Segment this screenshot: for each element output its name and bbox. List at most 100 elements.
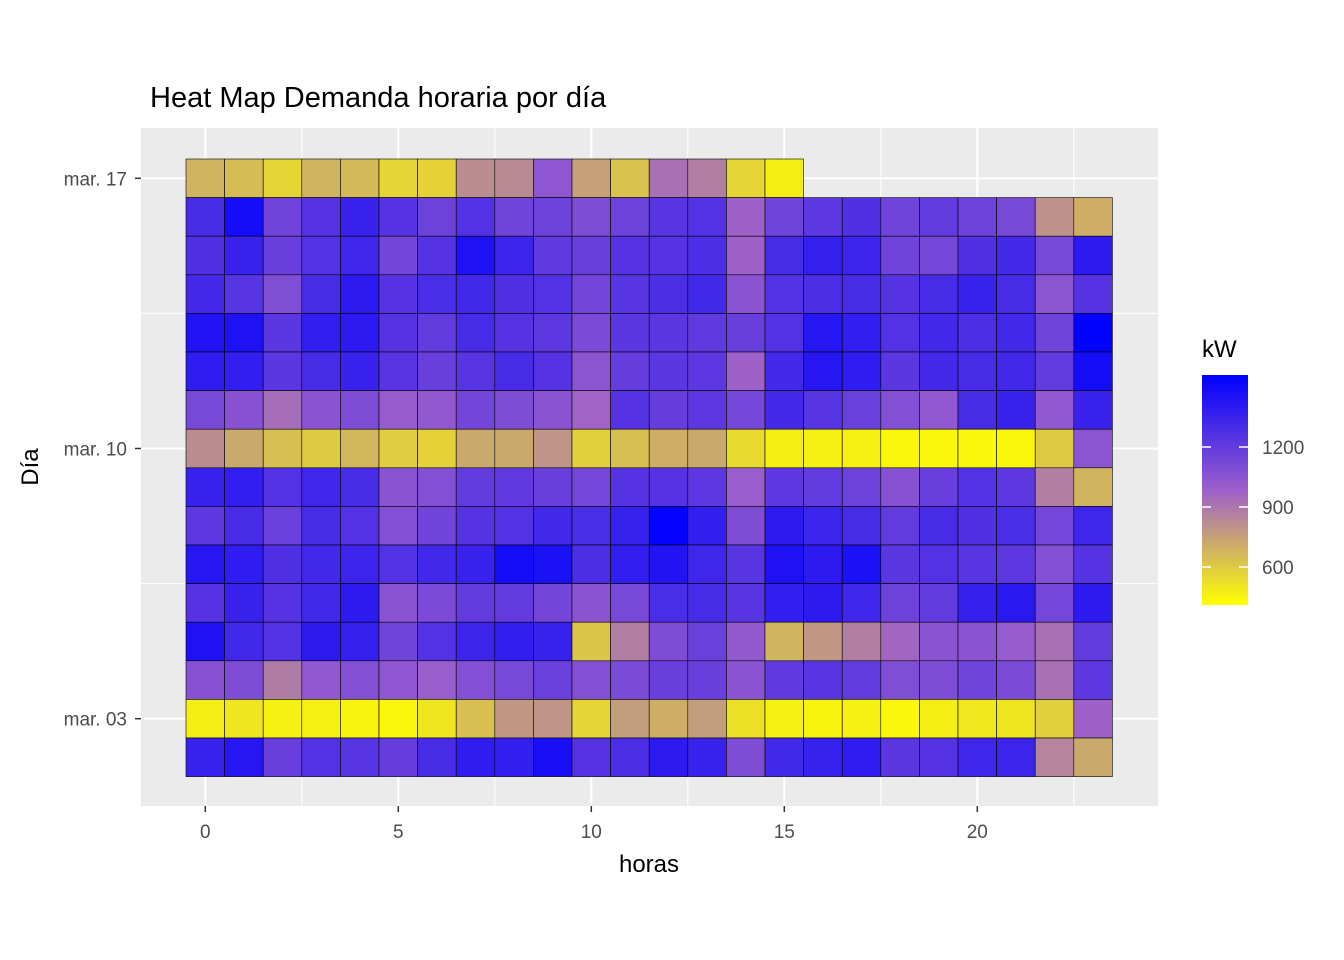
heatmap-cell [340, 351, 380, 391]
heatmap-cell [880, 235, 920, 276]
heatmap-cell [919, 737, 959, 777]
heatmap-cell [687, 313, 727, 353]
heatmap-cell [880, 660, 920, 700]
heatmap-cell [957, 583, 997, 623]
heatmap-cell [610, 467, 650, 507]
heatmap-cell [803, 390, 843, 430]
heatmap-cell [185, 544, 225, 584]
heatmap-cell [340, 274, 380, 314]
heatmap-cell [224, 544, 264, 584]
heatmap-cell [687, 544, 727, 584]
heatmap-cell [417, 660, 457, 700]
heatmap-cell [378, 544, 418, 584]
heatmap-cell [533, 660, 573, 700]
heatmap-cell [185, 197, 225, 237]
heatmap-cell [726, 313, 766, 353]
legend-tick-label: 600 [1262, 558, 1294, 579]
heatmap-cell [726, 428, 766, 469]
heatmap-cell [687, 428, 727, 469]
heatmap-cell [301, 621, 341, 662]
heatmap-cell [571, 351, 611, 391]
heatmap-cell [494, 699, 534, 739]
heatmap-cell [687, 158, 727, 198]
heatmap-cell [455, 351, 496, 391]
heatmap-cell [919, 467, 959, 507]
heatmap-cell [687, 235, 727, 276]
y-tick-label: mar. 03 [64, 710, 127, 731]
heatmap-cell [648, 737, 689, 777]
heatmap-cell [996, 506, 1036, 546]
heatmap-cell [455, 660, 496, 700]
heatmap-cell [340, 235, 380, 276]
heatmap-cell [571, 544, 611, 584]
heatmap-cell [726, 583, 766, 623]
heatmap-cell [880, 621, 920, 662]
heatmap-cell [378, 351, 418, 391]
heatmap-cell [610, 621, 650, 662]
heatmap-cell [494, 467, 534, 507]
legend-ticks: 600 900 1200 [1202, 438, 1304, 579]
heatmap-cell [648, 313, 689, 353]
heatmap-cell [262, 158, 303, 198]
heatmap-cell [648, 699, 689, 739]
heatmap-cell [185, 390, 225, 430]
heatmap-cell [803, 621, 843, 662]
heatmap-cell [1073, 506, 1113, 546]
heatmap-cell [1073, 737, 1113, 777]
heatmap-cell [185, 274, 225, 314]
heatmap-cell [494, 158, 534, 198]
heatmap-cell [803, 313, 843, 353]
heatmap-cell [726, 235, 766, 276]
heatmap-cell [185, 621, 225, 662]
heatmap-cell [803, 544, 843, 584]
heatmap-cell [841, 390, 882, 430]
heatmap-cell [764, 235, 804, 276]
heatmap-cell [610, 737, 650, 777]
heatmap-cell [764, 699, 804, 739]
heatmap-cell [571, 313, 611, 353]
heatmap-cell [1034, 660, 1075, 700]
heatmap-cell [417, 274, 457, 314]
heatmap-cell [185, 737, 225, 777]
heatmap-cell [996, 660, 1036, 700]
x-tick-label: 10 [581, 822, 602, 843]
heatmap-cell [880, 313, 920, 353]
heatmap-cell [1073, 313, 1113, 353]
heatmap-cell [1073, 274, 1113, 314]
heatmap-cell [610, 313, 650, 353]
heatmap-cell [957, 737, 997, 777]
heatmap-cell [301, 274, 341, 314]
heatmap-cell [726, 158, 766, 198]
heatmap-cell [301, 660, 341, 700]
heatmap-cell [494, 621, 534, 662]
heatmap-cell [262, 544, 303, 584]
heatmap-cell [957, 390, 997, 430]
heatmap-cell [648, 621, 689, 662]
heatmap-cell [262, 274, 303, 314]
heatmap-cell [648, 351, 689, 391]
y-tick-label: mar. 10 [64, 440, 127, 461]
heatmap-cell [764, 351, 804, 391]
heatmap-cell [880, 390, 920, 430]
heatmap-cell [185, 467, 225, 507]
heatmap-cell [919, 621, 959, 662]
heatmap-cell [301, 158, 341, 198]
heatmap-cell [301, 313, 341, 353]
heatmap-cell [880, 506, 920, 546]
heatmap-cell [880, 351, 920, 391]
heatmap-cell [262, 506, 303, 546]
heatmap-cell [301, 467, 341, 507]
heatmap-cell [610, 197, 650, 237]
heatmap-cell [455, 390, 496, 430]
heatmap-cell [919, 274, 959, 314]
heatmap-cell [957, 351, 997, 391]
heatmap-cell [301, 197, 341, 237]
heatmap-cell [224, 660, 264, 700]
heatmap-cell [996, 621, 1036, 662]
heatmap-cell [262, 313, 303, 353]
heatmap-cell [571, 506, 611, 546]
heatmap-cell [185, 506, 225, 546]
heatmap-cell [687, 583, 727, 623]
heatmap-cell [803, 351, 843, 391]
heatmap-cell [571, 660, 611, 700]
